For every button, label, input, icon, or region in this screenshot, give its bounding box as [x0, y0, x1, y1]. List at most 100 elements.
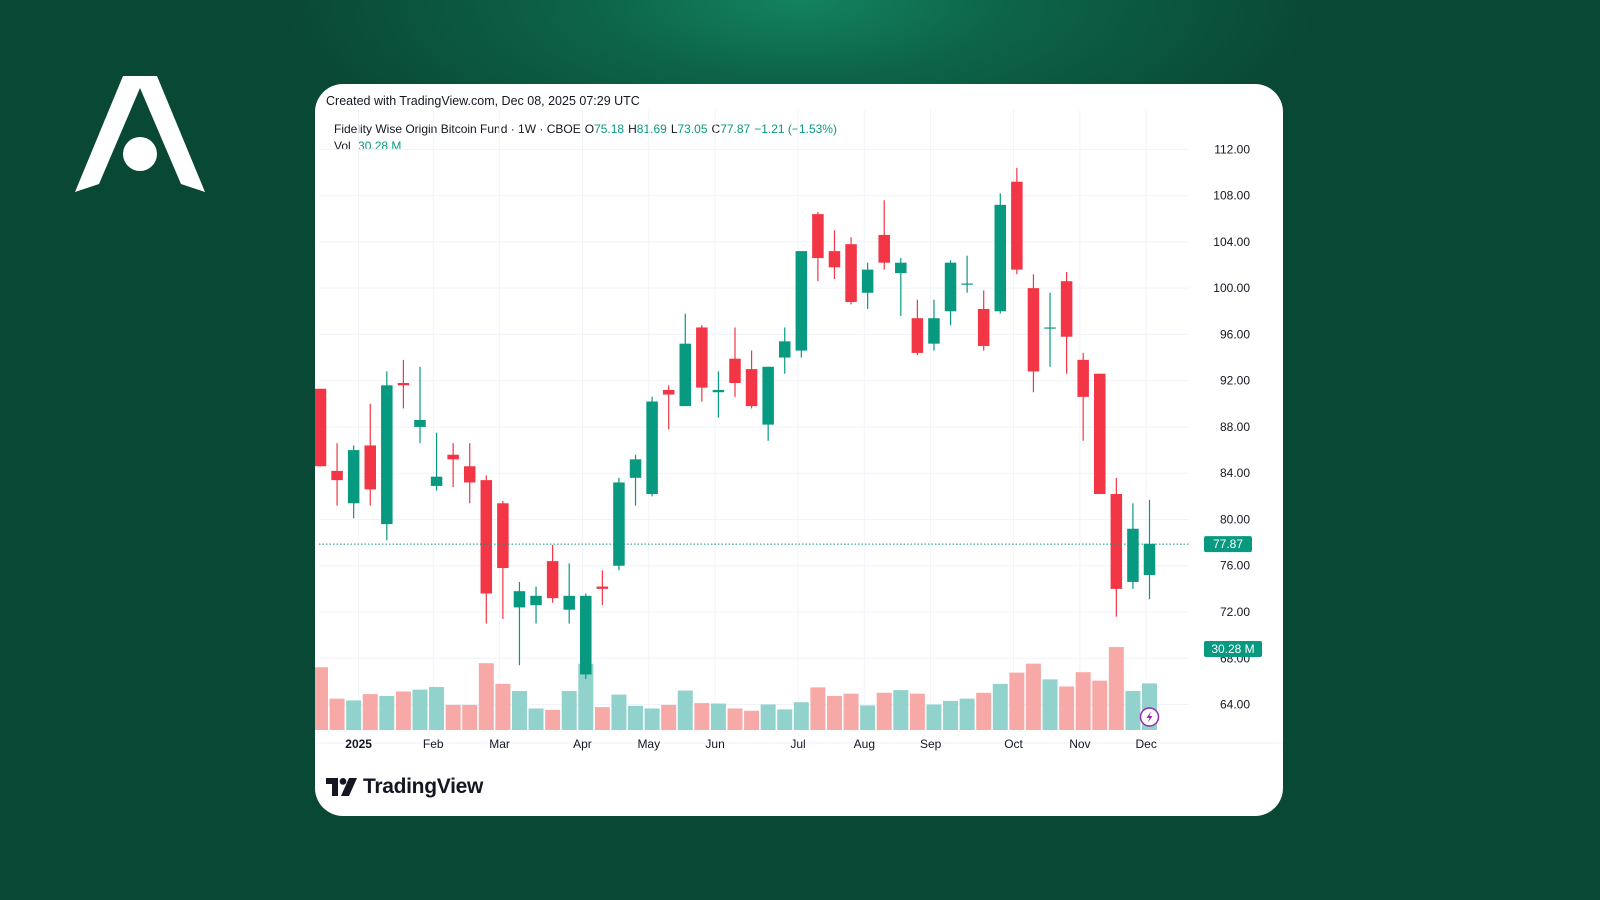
tradingview-logo-icon: [326, 778, 357, 796]
legend-change: −1.21 (−1.53%): [754, 122, 837, 136]
candle-body: [712, 389, 725, 393]
y-tick-label: 88.00: [1220, 420, 1250, 434]
volume-bar: [545, 709, 561, 730]
volume-bar: [478, 663, 494, 730]
candle-body: [546, 561, 559, 599]
volume-bar: [777, 709, 793, 730]
y-tick-label: 72.00: [1220, 605, 1250, 619]
chart-legend: Fidelity Wise Origin Bitcoin Fund · 1W ·…: [334, 121, 837, 155]
candle-body: [977, 308, 990, 346]
candle-body: [961, 283, 973, 285]
candlestick-chart[interactable]: 112.00 108.00 104.00 100.00 96.00 92.00 88.00 8…: [315, 84, 1283, 774]
candle-body: [414, 420, 426, 427]
y-tick-label: 108.00: [1213, 189, 1250, 203]
candle-body: [795, 251, 808, 351]
candle-body: [646, 401, 658, 495]
volume-bar: [1059, 686, 1075, 730]
x-tick-label: Nov: [1069, 737, 1090, 751]
candle-body: [828, 251, 841, 268]
volume-bar: [611, 694, 627, 730]
volume-bar: [860, 705, 876, 730]
candle-body: [315, 388, 327, 467]
volume-bar: [644, 708, 660, 730]
y-tick-label: 92.00: [1220, 374, 1250, 388]
y-tick-label: 96.00: [1220, 327, 1250, 341]
legend-low-value: 73.05: [677, 122, 708, 136]
candle-body: [1143, 543, 1156, 575]
candle-body: [994, 204, 1007, 312]
y-tick-label: 84.00: [1220, 466, 1250, 480]
candle-body: [331, 470, 343, 481]
volume-bar: [694, 703, 710, 730]
volume-bar: [876, 692, 892, 730]
volume-bar: [362, 694, 378, 730]
volume-bar: [710, 703, 726, 730]
candle-body: [347, 450, 360, 504]
tradingview-footer[interactable]: TradingView: [326, 775, 483, 799]
candle-body: [1110, 494, 1123, 589]
lightning-icon: [1146, 711, 1153, 723]
candle-body: [629, 459, 642, 478]
volume-bar: [909, 693, 925, 730]
candle-body: [745, 369, 758, 407]
y-tick-label: 112.00: [1214, 142, 1250, 156]
volume-bar: [926, 704, 942, 730]
y-tick-label: 64.00: [1220, 698, 1250, 712]
x-tick-label: Mar: [489, 737, 510, 751]
x-tick-label: Feb: [423, 737, 444, 751]
volume-bar: [843, 693, 859, 730]
volume-bar: [1042, 679, 1058, 730]
volume-bar: [727, 708, 743, 730]
x-tick-label: Sep: [920, 737, 942, 751]
y-tick-label: 76.00: [1220, 559, 1250, 573]
volume-bar: [1025, 663, 1041, 730]
candle-body: [944, 262, 957, 312]
last-volume-label: 30.28 M: [1211, 642, 1254, 656]
candle-body: [513, 591, 526, 608]
volume-bar: [760, 704, 776, 730]
x-tick-label: Apr: [573, 737, 592, 751]
x-tick-label: 2025: [345, 737, 372, 751]
last-volume-badge: [1204, 641, 1262, 657]
legend-symbol[interactable]: Fidelity Wise Origin Bitcoin Fund · 1W ·…: [334, 122, 581, 136]
volume-bar: [445, 704, 461, 730]
volume-bar: [1092, 680, 1108, 730]
candle-body: [530, 595, 542, 606]
legend-high-label: H: [628, 122, 637, 136]
volume-bar: [1125, 691, 1141, 730]
volume-bar: [594, 707, 610, 730]
candle-body: [729, 358, 741, 383]
volume-bar: [528, 708, 544, 730]
volume-bar: [793, 702, 809, 730]
candle-body: [430, 476, 443, 486]
tradingview-logo-text: TradingView: [363, 775, 484, 798]
y-tick-label: 100.00: [1213, 281, 1250, 295]
candle-body: [1127, 528, 1139, 582]
volume-bar: [628, 705, 644, 730]
legend-low-label: L: [670, 122, 678, 136]
volume-bar: [495, 683, 511, 730]
candle-body: [497, 503, 509, 569]
candle-body: [1044, 327, 1056, 329]
created-with-watermark: Created with TradingView.com, Dec 08, 20…: [326, 94, 640, 108]
volume-bar: [976, 692, 992, 730]
last-price-badge: [1204, 536, 1252, 553]
volume-bar: [744, 710, 760, 730]
x-tick-label: Jul: [790, 737, 805, 751]
candle-body: [696, 327, 708, 388]
candle-body: [397, 382, 410, 386]
volume-bar: [992, 683, 1008, 730]
volume-bar: [893, 690, 909, 730]
volume-bar: [561, 691, 577, 730]
candle-body: [563, 595, 575, 610]
last-price-label: 77.87: [1213, 537, 1243, 551]
candle-body: [447, 454, 459, 460]
legend-close-value: 77.87: [720, 122, 751, 136]
x-tick-label: May: [637, 737, 660, 751]
legend-open-value: 75.18: [594, 122, 625, 136]
candle-body: [463, 466, 476, 483]
volume-bar: [578, 663, 594, 730]
x-tick-label: Aug: [854, 737, 875, 751]
legend-close-label: C: [711, 122, 721, 136]
candle-body: [1077, 359, 1089, 397]
